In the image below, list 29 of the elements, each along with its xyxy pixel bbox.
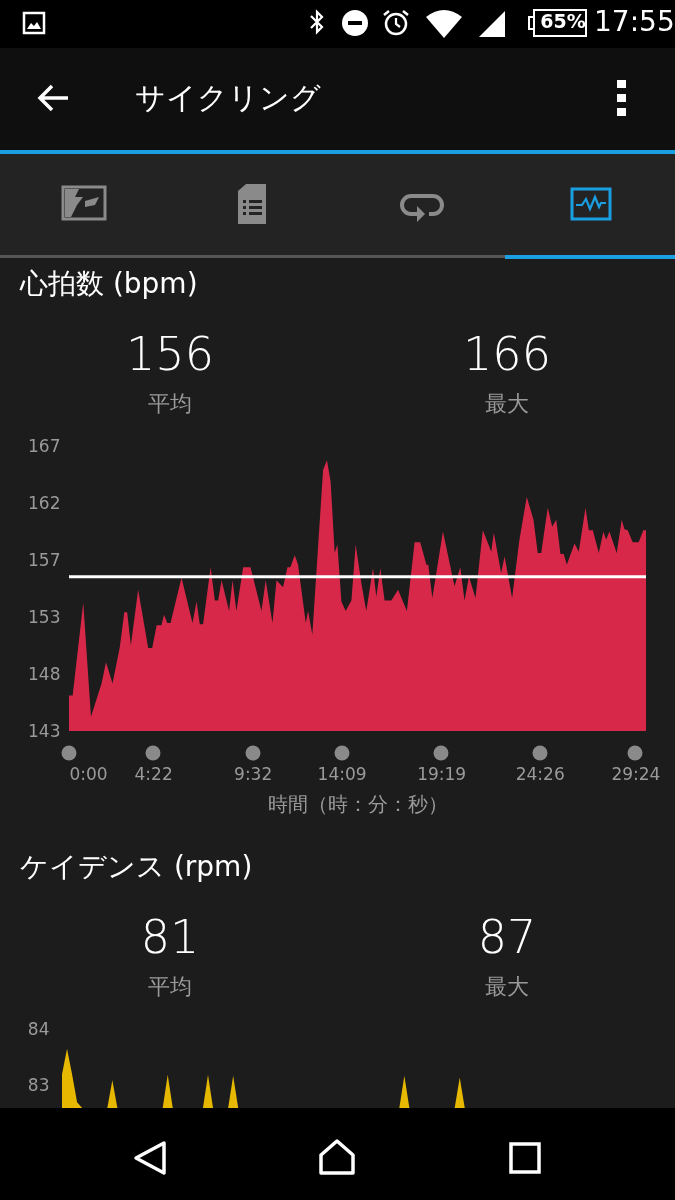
chart-title: 心拍数 (bpm) bbox=[20, 266, 198, 302]
y-tick-label: 167 bbox=[28, 435, 61, 456]
x-tick-label: 19:19 bbox=[417, 763, 467, 784]
y-tick-label: 153 bbox=[28, 606, 61, 627]
text: 87 bbox=[476, 910, 538, 964]
y-tick-label: 148 bbox=[28, 663, 61, 684]
x-tick-label: 0:00 bbox=[69, 763, 108, 784]
x-tick-label: 9:32 bbox=[234, 763, 273, 784]
x-tick-label: 4:22 bbox=[134, 763, 173, 784]
text: 156 bbox=[125, 327, 215, 381]
text: サイクリング bbox=[135, 79, 321, 117]
y-tick-label: 157 bbox=[28, 549, 61, 570]
text: 65% bbox=[540, 10, 586, 32]
text: 166 bbox=[462, 327, 552, 381]
text: 17:55 bbox=[594, 5, 675, 38]
x-tick-label: 24:26 bbox=[515, 763, 565, 784]
text: 平均 bbox=[147, 973, 193, 1001]
y-tick-label: 84 bbox=[27, 1018, 50, 1039]
text: 81 bbox=[139, 910, 201, 964]
text: 最大 bbox=[484, 973, 530, 1001]
y-tick-label: 143 bbox=[28, 720, 61, 741]
x-tick-label: 14:09 bbox=[317, 763, 367, 784]
y-tick-label: 162 bbox=[28, 492, 61, 513]
x-tick-label: 29:24 bbox=[611, 763, 661, 784]
y-tick-label: 83 bbox=[27, 1074, 50, 1095]
x-axis-title: 時間（時：分：秒） bbox=[268, 791, 448, 816]
chart-title: ケイデンス (rpm) bbox=[20, 849, 253, 885]
text: 最大 bbox=[484, 390, 530, 418]
text: 平均 bbox=[147, 390, 193, 418]
